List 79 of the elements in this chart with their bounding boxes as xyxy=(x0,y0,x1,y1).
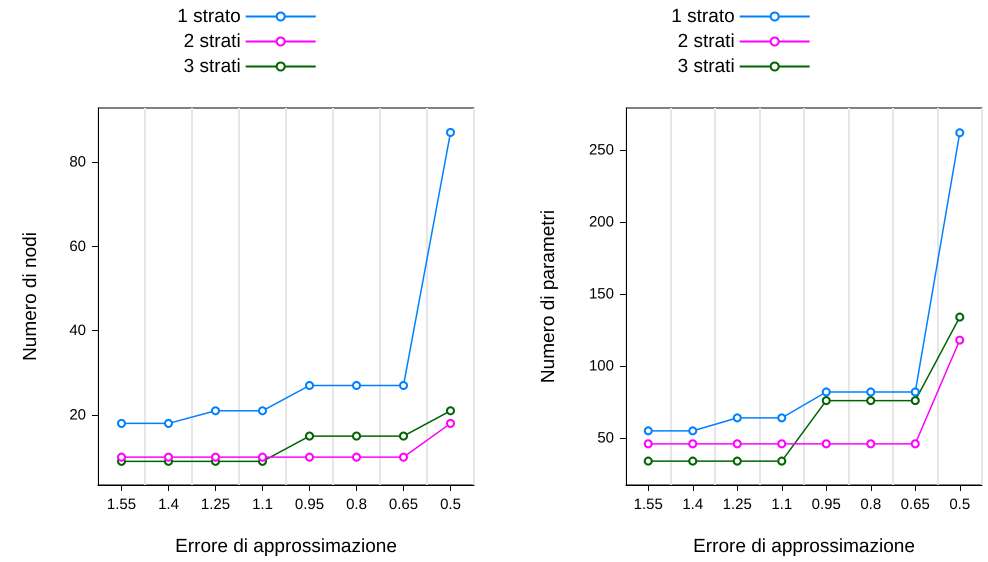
x-tick-label: 0.5 xyxy=(440,496,461,513)
x-tick-label: 0.5 xyxy=(949,496,970,513)
point xyxy=(211,452,220,462)
point xyxy=(910,396,920,406)
legend-label: 3 strati xyxy=(678,56,735,77)
point xyxy=(352,452,361,462)
point xyxy=(644,439,653,448)
y-tick-label: 100 xyxy=(588,358,614,375)
point xyxy=(822,439,831,448)
point xyxy=(866,387,876,396)
point xyxy=(211,406,220,416)
x-tick-label: 1.25 xyxy=(722,496,752,513)
x-tick-label: 0.95 xyxy=(812,496,841,513)
point xyxy=(777,413,786,422)
x-tick-label: 1.4 xyxy=(682,496,704,513)
y-tick-label: 40 xyxy=(69,322,86,340)
point xyxy=(258,452,267,462)
point xyxy=(258,406,267,416)
point xyxy=(910,387,920,396)
y-tick-label: 20 xyxy=(69,406,86,424)
point xyxy=(164,418,173,428)
y-tick-label: 200 xyxy=(588,214,614,231)
point xyxy=(822,387,831,396)
y-tick-label: 150 xyxy=(588,286,614,303)
point xyxy=(732,439,742,448)
x-tick-label: 1.25 xyxy=(200,496,230,513)
point xyxy=(955,312,964,322)
x-axis-title: Errore di approssimazione xyxy=(175,536,397,557)
legend-label: 2 strati xyxy=(184,31,241,52)
y-tick-label: 250 xyxy=(588,142,614,159)
point xyxy=(164,452,173,462)
point xyxy=(732,456,742,466)
x-axis-title: Errore di approssimazione xyxy=(693,536,915,557)
x-tick-label: 1.55 xyxy=(106,496,136,513)
point xyxy=(955,336,964,345)
x-tick-label: 1.55 xyxy=(634,496,663,513)
point xyxy=(117,418,126,428)
point xyxy=(305,380,314,390)
point xyxy=(866,396,876,406)
point xyxy=(644,456,653,466)
legend-label: 2 strati xyxy=(678,31,735,52)
point xyxy=(352,432,361,441)
point xyxy=(688,456,698,466)
x-tick-label: 0.95 xyxy=(294,496,324,513)
point xyxy=(399,432,408,441)
x-tick-label: 1.1 xyxy=(771,496,792,513)
point xyxy=(777,439,786,448)
point xyxy=(446,406,455,416)
point xyxy=(352,380,361,390)
point xyxy=(446,128,455,137)
legend-label: 3 strati xyxy=(184,56,241,77)
point xyxy=(399,380,408,390)
y-tick-label: 50 xyxy=(597,430,614,447)
point xyxy=(732,413,742,422)
point xyxy=(910,439,920,448)
point xyxy=(822,396,831,406)
x-tick-label: 0.65 xyxy=(900,496,930,513)
x-tick-label: 1.1 xyxy=(252,496,273,513)
point xyxy=(399,452,408,462)
point xyxy=(955,128,964,138)
legend-label: 1 strato xyxy=(177,6,241,27)
point xyxy=(688,426,698,436)
y-tick-label: 60 xyxy=(69,238,86,255)
x-tick-label: 1.4 xyxy=(158,496,179,513)
point xyxy=(644,426,653,436)
x-tick-label: 0.65 xyxy=(388,496,418,513)
point xyxy=(446,418,455,428)
point xyxy=(688,439,698,448)
point xyxy=(305,452,314,462)
point xyxy=(305,432,314,441)
x-tick-label: 0.8 xyxy=(860,496,882,513)
y-axis-title: Numero di nodi xyxy=(20,232,41,361)
y-tick-label: 80 xyxy=(69,153,86,170)
point xyxy=(866,439,876,448)
x-tick-label: 0.8 xyxy=(346,496,367,513)
legend-label: 1 strato xyxy=(671,6,735,27)
point xyxy=(117,452,126,462)
point xyxy=(777,456,786,466)
y-axis-title: Numero di parametri xyxy=(538,210,559,384)
